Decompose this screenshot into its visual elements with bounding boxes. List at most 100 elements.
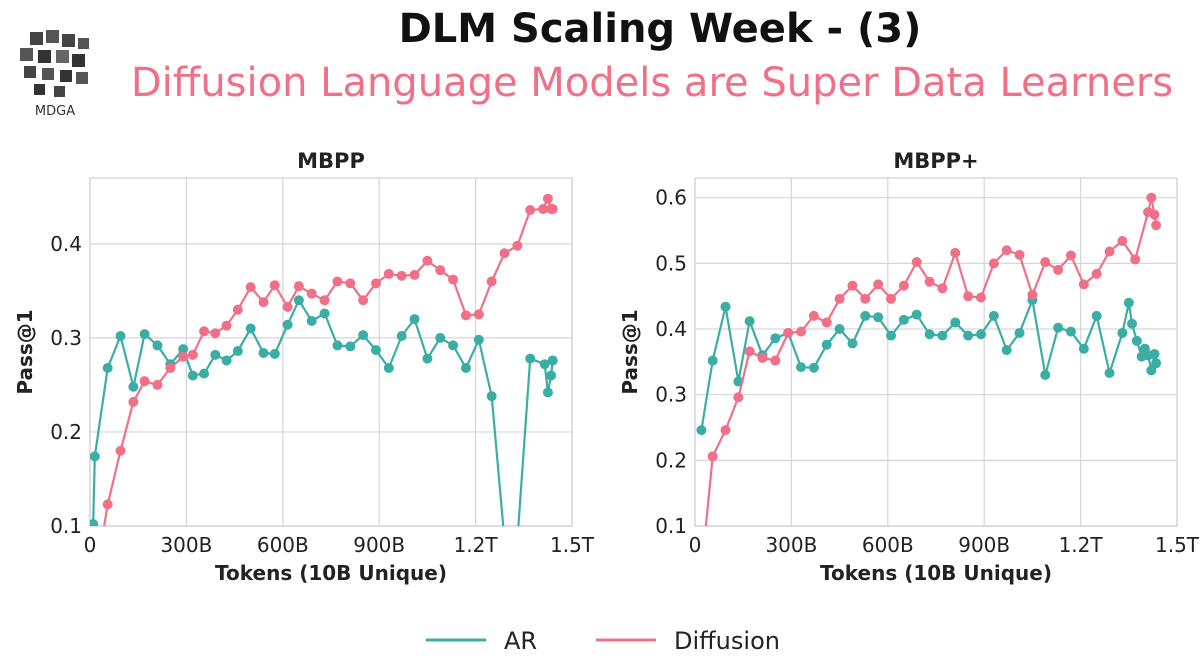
data-point-diffusion xyxy=(1053,264,1064,275)
data-point-diffusion xyxy=(821,317,832,328)
data-point-ar xyxy=(821,339,832,350)
data-point-diffusion xyxy=(1014,249,1025,260)
data-point-diffusion xyxy=(345,278,356,289)
data-point-ar xyxy=(975,329,986,340)
data-point-diffusion xyxy=(1130,254,1141,265)
data-point-ar xyxy=(1146,365,1157,376)
data-point-diffusion xyxy=(178,351,189,362)
y-tick-label: 0.5 xyxy=(655,251,687,275)
data-point-diffusion xyxy=(547,204,558,215)
data-point-diffusion xyxy=(720,425,731,436)
x-tick-label: 600B xyxy=(862,533,914,557)
y-axis-label: Pass@1 xyxy=(618,309,642,394)
data-point-ar xyxy=(1123,297,1134,308)
data-point-diffusion xyxy=(924,276,935,287)
data-point-ar xyxy=(245,323,256,334)
data-point-ar xyxy=(306,315,317,326)
y-tick-label: 0.4 xyxy=(50,232,82,256)
legend-diffusion-label: Diffusion xyxy=(674,627,780,655)
data-point-diffusion xyxy=(258,297,269,308)
y-tick-label: 0.6 xyxy=(655,186,687,210)
y-axis-label: Pass@1 xyxy=(13,309,37,394)
data-point-diffusion xyxy=(210,328,221,339)
data-point-diffusion xyxy=(757,352,768,363)
legend-ar-label: AR xyxy=(504,627,537,655)
data-point-diffusion xyxy=(232,304,243,315)
series-line-ar xyxy=(92,297,554,526)
x-tick-label: 300B xyxy=(160,533,212,557)
plot-frame xyxy=(694,177,1178,527)
data-point-diffusion xyxy=(448,274,459,285)
data-point-ar xyxy=(221,355,232,366)
data-point-ar xyxy=(898,314,909,325)
data-point-ar xyxy=(696,425,707,436)
data-point-ar xyxy=(525,353,536,364)
data-point-diffusion xyxy=(282,301,293,312)
data-point-diffusion xyxy=(1001,245,1012,256)
page-subtitle: Diffusion Language Models are Super Data… xyxy=(130,60,1174,106)
data-point-ar xyxy=(1001,345,1012,356)
data-point-diffusion xyxy=(91,568,101,578)
data-point-diffusion xyxy=(332,276,343,287)
data-point-ar xyxy=(90,451,100,462)
data-point-ar xyxy=(720,301,731,312)
data-point-diffusion xyxy=(165,362,176,373)
data-point-ar xyxy=(808,362,819,373)
data-point-ar xyxy=(1117,327,1128,338)
data-point-diffusion xyxy=(139,376,150,387)
data-point-diffusion xyxy=(1078,279,1089,290)
data-point-ar xyxy=(1065,326,1076,337)
data-point-ar xyxy=(860,310,871,321)
data-point-diffusion xyxy=(796,326,807,337)
data-point-ar xyxy=(370,345,381,356)
y-tick-label: 0.4 xyxy=(655,317,687,341)
data-point-ar xyxy=(139,329,150,340)
data-point-diffusion xyxy=(873,279,884,290)
data-point-diffusion xyxy=(783,327,794,338)
data-point-diffusion xyxy=(950,247,961,258)
data-point-diffusion xyxy=(409,269,420,280)
data-point-diffusion xyxy=(911,257,922,268)
x-tick-label: 600B xyxy=(257,533,309,557)
data-point-diffusion xyxy=(988,258,999,269)
x-axis-label: Tokens (10B Unique) xyxy=(820,561,1052,585)
y-tick-label: 0.3 xyxy=(655,383,687,407)
data-point-diffusion xyxy=(422,255,433,266)
data-point-diffusion xyxy=(886,293,897,304)
data-point-diffusion xyxy=(435,265,446,276)
data-point-ar xyxy=(1040,369,1051,380)
data-point-diffusion xyxy=(473,309,484,320)
data-point-diffusion xyxy=(199,326,210,337)
data-point-ar xyxy=(1127,318,1138,329)
x-tick-label: 1.5T xyxy=(550,533,595,557)
data-point-diffusion xyxy=(1065,250,1076,261)
data-point-ar xyxy=(128,381,139,392)
data-point-diffusion xyxy=(538,204,549,215)
x-tick-label: 900B xyxy=(353,533,405,557)
chart-title: MBPP xyxy=(297,149,365,173)
data-point-ar xyxy=(539,359,550,370)
data-point-diffusion xyxy=(525,204,536,215)
y-tick-label: 0.1 xyxy=(50,514,82,538)
data-point-diffusion xyxy=(319,295,330,306)
data-point-diffusion xyxy=(1027,289,1038,300)
x-tick-label: 1.5T xyxy=(1155,533,1200,557)
data-point-diffusion xyxy=(847,280,858,291)
data-point-ar xyxy=(770,333,781,344)
data-point-ar xyxy=(1131,335,1142,346)
x-tick-label: 1.2T xyxy=(454,533,499,557)
data-point-ar xyxy=(102,362,113,373)
data-point-ar xyxy=(963,330,974,341)
data-point-ar xyxy=(152,340,163,351)
data-point-ar xyxy=(435,332,446,343)
data-point-diffusion xyxy=(152,379,163,390)
data-point-ar xyxy=(937,330,948,341)
data-point-diffusion xyxy=(1040,257,1051,268)
data-point-ar xyxy=(232,346,243,357)
legend: AR Diffusion xyxy=(426,627,780,655)
data-point-ar xyxy=(409,314,420,325)
series-group xyxy=(90,193,558,578)
data-point-diffusion xyxy=(383,268,394,279)
data-point-ar xyxy=(1104,368,1115,379)
data-point-diffusion xyxy=(396,270,407,281)
